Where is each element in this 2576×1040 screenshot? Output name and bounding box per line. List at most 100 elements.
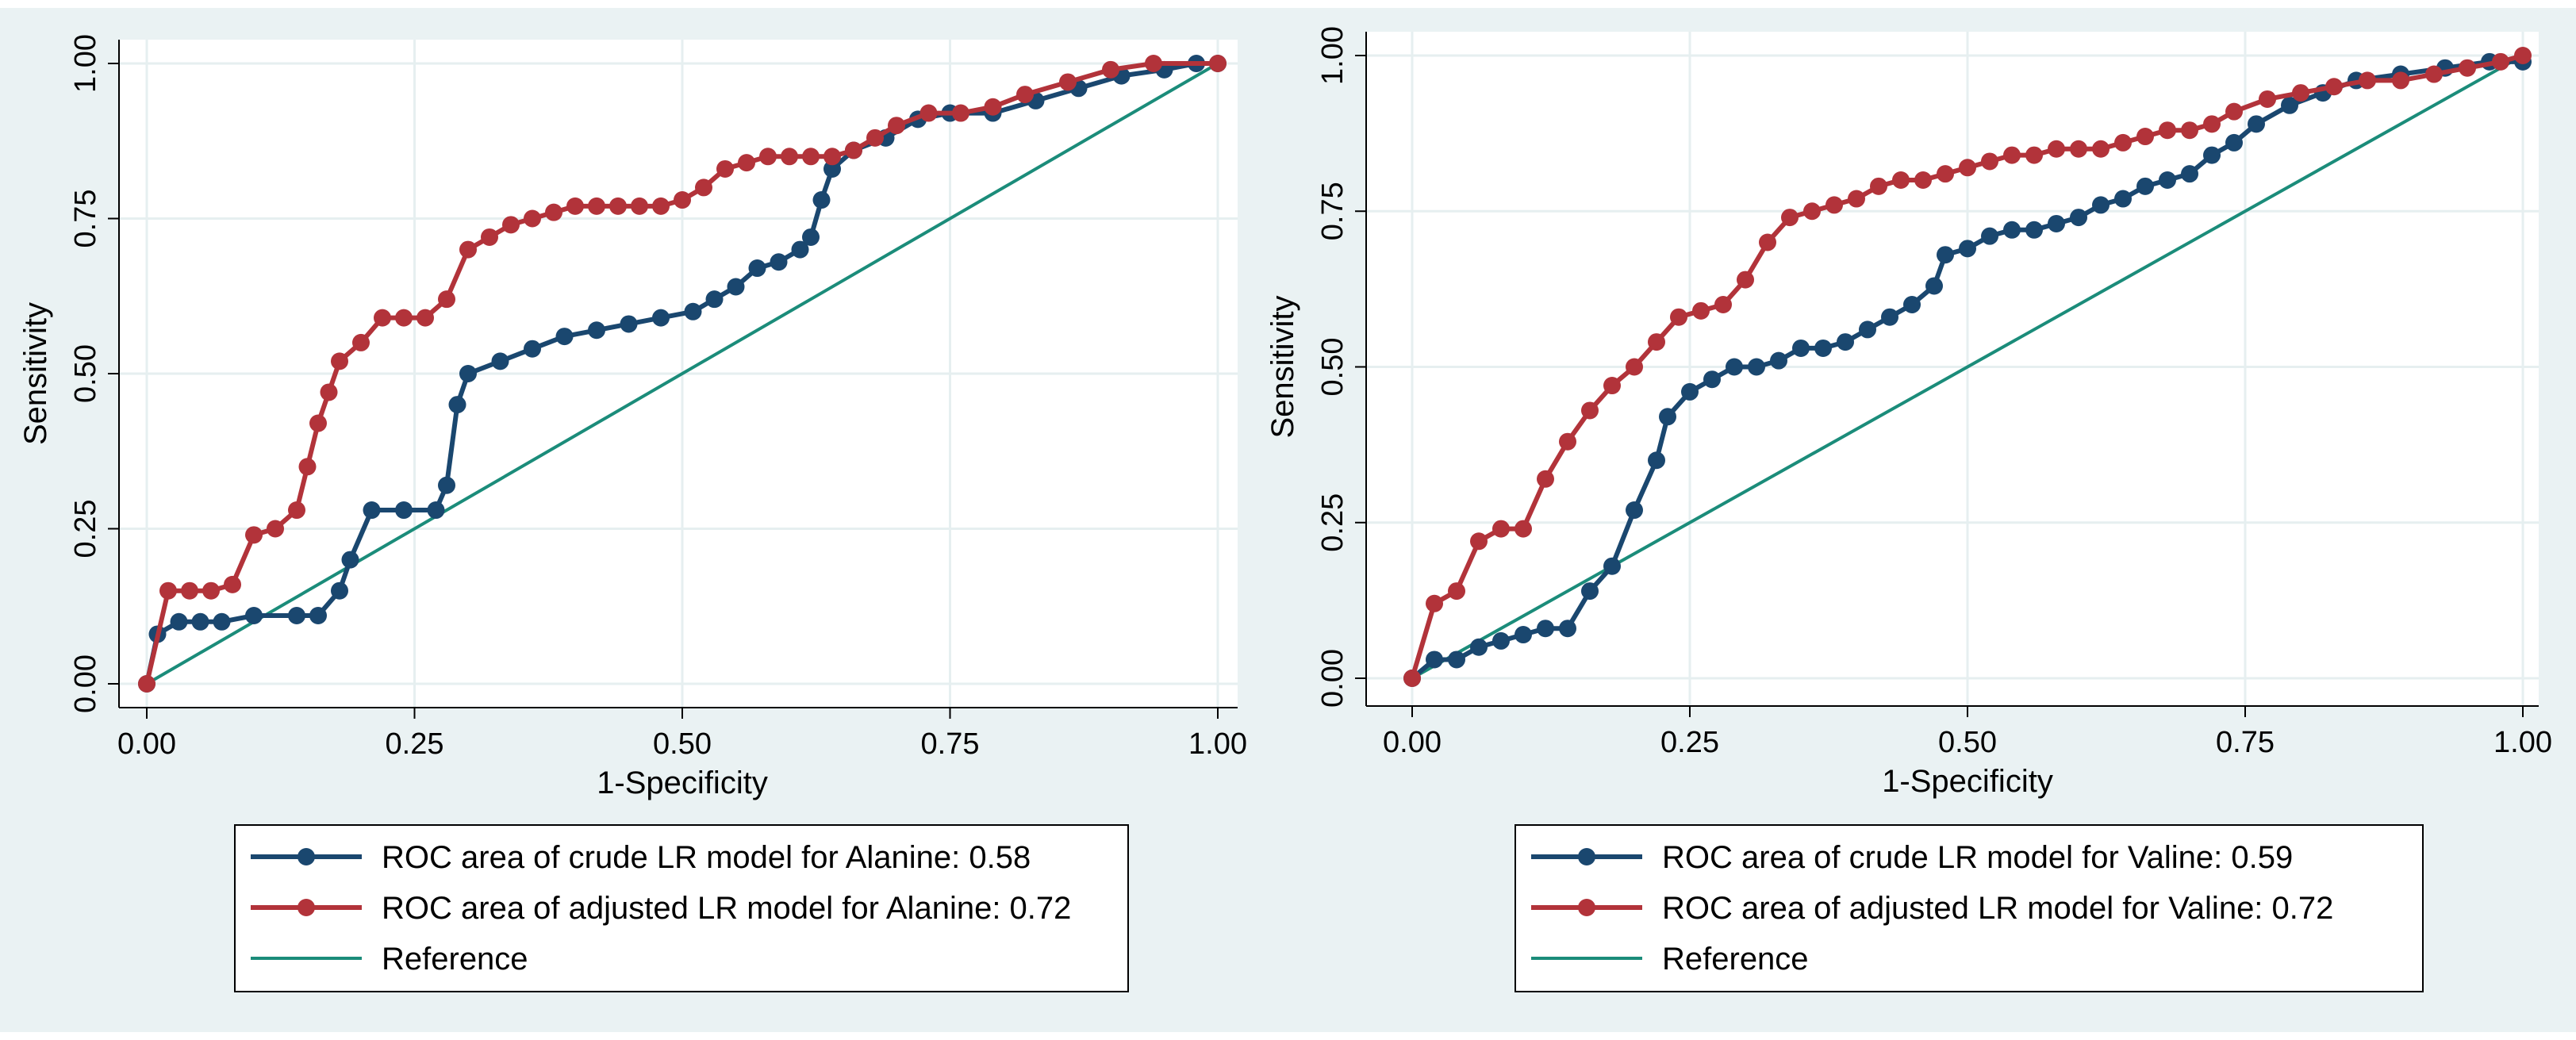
adjusted-point: [1959, 159, 1976, 177]
crude-point: [491, 352, 509, 370]
y-tick-label: 0.25: [69, 500, 102, 558]
adjusted-point: [2136, 128, 2154, 146]
y-tick-label: 0.00: [1316, 649, 1349, 708]
crude-point: [524, 340, 541, 358]
crude-point: [1515, 626, 1532, 644]
adjusted-point: [1848, 190, 1865, 208]
crude-point: [1770, 351, 1787, 370]
crude-point: [727, 278, 745, 296]
adjusted-point: [1581, 401, 1599, 420]
crude-point: [331, 581, 348, 600]
crude-point: [1492, 631, 1510, 650]
y-tick-label: 0.25: [1316, 493, 1349, 552]
adjusted-point: [1403, 670, 1421, 687]
adjusted-point: [2259, 90, 2276, 108]
crude-point: [705, 290, 724, 309]
crude-point: [1937, 246, 1954, 264]
adjusted-point: [759, 148, 777, 166]
series-reference: [145, 62, 1219, 685]
adjusted-point: [845, 141, 862, 159]
adjusted-point: [245, 526, 263, 544]
adjusted-point: [181, 581, 198, 600]
crude-point: [1603, 557, 1621, 575]
adjusted-point: [1492, 520, 1510, 538]
crude-point: [1537, 620, 1554, 638]
crude-point: [2092, 196, 2110, 214]
legend-label: ROC area of crude LR model for Valine: 0…: [1662, 840, 2293, 875]
x-axis-title: 1-Specificity: [1882, 764, 2053, 799]
adjusted-point: [1209, 55, 1227, 72]
adjusted-point: [823, 148, 841, 166]
reference-line: [1411, 54, 2524, 680]
adjusted-point: [2003, 146, 2021, 164]
x-tick-label: 1.00: [2493, 726, 2552, 759]
crude-point: [588, 321, 605, 340]
x-tick-label: 0.50: [653, 727, 712, 761]
crude-point: [2114, 190, 2132, 208]
adjusted-point: [2225, 102, 2243, 121]
crude-point: [1748, 358, 1765, 376]
adjusted-point: [2514, 47, 2532, 64]
adjusted-point: [888, 117, 905, 135]
crude-point: [288, 606, 305, 624]
x-tick-label: 1.00: [1188, 727, 1247, 761]
crude-point: [427, 501, 445, 520]
crude-point: [652, 309, 670, 327]
y-tick-label: 1.00: [69, 34, 102, 93]
adjusted-point: [1914, 171, 1932, 189]
crude-point: [341, 551, 359, 569]
crude-point: [1681, 382, 1699, 401]
crude-point: [802, 228, 820, 246]
crude-point: [1581, 582, 1599, 601]
crude-point: [1648, 451, 1665, 470]
adjusted-point: [566, 197, 584, 215]
adjusted-point: [2392, 71, 2409, 90]
adjusted-point: [1981, 152, 1998, 171]
adjusted-point: [781, 148, 798, 166]
adjusted-point: [1603, 377, 1621, 395]
legend-label: Reference: [382, 942, 528, 977]
adjusted-point: [919, 104, 938, 122]
crude-point: [1959, 240, 1976, 258]
adjusted-point: [288, 501, 305, 520]
y-tick-label: 0.75: [69, 190, 102, 248]
crude-point: [1925, 277, 1943, 295]
crude-point: [2159, 171, 2176, 189]
adjusted-point: [320, 383, 338, 401]
adjusted-point: [1102, 60, 1119, 79]
series-reference: [1411, 54, 2524, 680]
adjusted-point: [1470, 532, 1488, 551]
adjusted-point: [652, 197, 670, 215]
adjusted-point: [631, 197, 648, 215]
crude-point: [1426, 650, 1443, 669]
adjusted-point: [2425, 65, 2443, 83]
legend-item-reference: Reference: [251, 942, 528, 977]
adjusted-point: [2114, 133, 2132, 152]
crude-point: [748, 259, 766, 278]
x-tick-label: 0.50: [1938, 726, 1997, 759]
adjusted-point: [609, 197, 627, 215]
adjusted-point: [502, 216, 520, 234]
adjusted-point: [1537, 470, 1554, 488]
adjusted-point: [1692, 301, 1710, 320]
adjusted-point: [298, 458, 317, 476]
adjusted-point: [1714, 296, 1732, 313]
adjusted-point: [2359, 71, 2376, 90]
adjusted-point: [738, 154, 755, 172]
y-tick-label: 0.50: [1316, 338, 1349, 397]
adjusted-point: [202, 581, 220, 600]
adjusted-point: [2292, 84, 2309, 102]
chart-panel-2: 0.00 0.25 0.50 0.75 1.00 0.00 0.25 0.50 0.75 1.00…: [1265, 8, 2576, 1032]
x-tick-label: 0.75: [2216, 726, 2275, 759]
legend-item-adjusted: ROC area of adjusted LR model for Valine…: [1531, 891, 2333, 926]
chart-panel-1: 0.00 0.25 0.50 0.75 1.00 0.00 0.25 0.50 0.75 1.00…: [0, 8, 1269, 1032]
series-crude: [1403, 52, 2532, 687]
legend-item-crude: ROC area of crude LR model for Valine: 0…: [1531, 840, 2293, 875]
y-tick-label: 0.50: [69, 344, 102, 403]
crude-point: [770, 253, 788, 271]
crude-point: [1626, 501, 1643, 520]
legend: ROC area of crude LR model for Valine: 0…: [1515, 824, 2424, 992]
adjusted-point: [1059, 73, 1077, 91]
adjusted-point: [984, 98, 1002, 116]
crude-point: [1881, 308, 1898, 326]
